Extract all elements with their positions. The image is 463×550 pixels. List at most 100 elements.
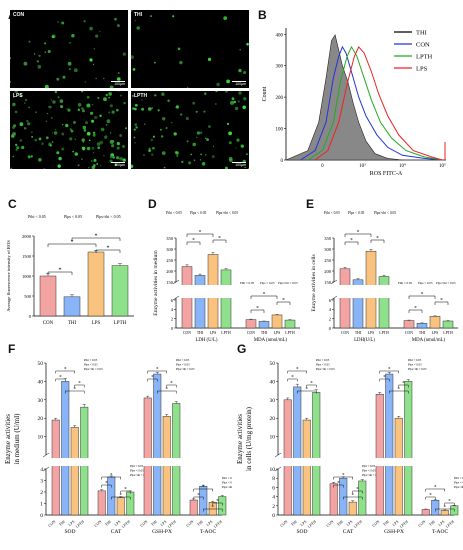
fluorescent-cell: [97, 146, 100, 149]
stat-annotation: Plps < 0.05: [316, 363, 330, 367]
fluorescent-cell: [163, 166, 166, 169]
category-label: THI: [196, 519, 204, 527]
fluorescent-cell: [27, 122, 31, 126]
fluorescent-cell: [88, 139, 91, 142]
fluorescent-cell: [73, 68, 78, 73]
category-label: LPS: [368, 331, 375, 335]
fluorescent-cell: [104, 135, 108, 139]
significance-star: *: [212, 506, 215, 511]
group-label: LDH (U/L): [196, 338, 218, 343]
y-tick-label: 10: [38, 435, 44, 441]
bar-con: [403, 320, 415, 329]
significance-star: *: [71, 240, 74, 246]
significance-bracket: [434, 301, 449, 305]
fluorescent-cell: [65, 123, 69, 128]
y-axis-label: Average fluorescence intensity of ROS: [6, 240, 11, 312]
fluorescent-cell: [132, 107, 135, 110]
significance-bracket: [95, 249, 121, 253]
bar-lps: [429, 316, 441, 329]
stat-annotation: Plps×thi < 0.05: [96, 214, 121, 219]
significance-bracket: [250, 295, 278, 299]
y-tick-label: 500: [24, 294, 32, 299]
significance-star: *: [124, 488, 127, 493]
y-tick-label: 150: [166, 280, 174, 285]
stat-annotation: Plps×thi < 0.05: [216, 211, 238, 215]
fluorescent-cell: [201, 162, 206, 166]
significance-star: *: [402, 382, 405, 387]
scale-bar-label: 100µm: [235, 163, 246, 167]
significance-bracket: [65, 390, 85, 394]
fluorescent-cell: [27, 155, 31, 159]
histogram-lps: [314, 45, 443, 161]
fluorescent-cell: [134, 103, 138, 107]
significance-star: *: [95, 234, 98, 240]
significance-star: *: [105, 482, 108, 487]
fluorescent-cell: [10, 80, 11, 83]
fluorescent-cell: [69, 42, 71, 44]
fluorescent-cell: [172, 15, 175, 18]
category-label: LPS: [206, 520, 214, 527]
category-label: LPS: [92, 321, 101, 326]
panel-letter-b: B: [258, 8, 267, 22]
significance-bracket: [250, 309, 265, 313]
panel-letter-c: C: [8, 197, 17, 211]
fluorescent-cell: [38, 54, 41, 57]
bar-lpth: [312, 392, 321, 516]
significance-bracket: [344, 233, 372, 237]
cell-enzyme-bar-chart: 150 200 250 300 350 0 2 4 6 CON THI LPS LPTH LDH(U/L)…: [311, 211, 458, 343]
bar-thi: [153, 373, 162, 516]
fluorescent-cell: [233, 100, 236, 104]
y-axis-label: Enzyme activities: [236, 414, 244, 464]
category-label: THI: [428, 519, 436, 527]
scale-bar: [232, 81, 246, 82]
fluorescent-cell: [120, 94, 122, 97]
stat-annotation: Pthi < 0.05: [324, 211, 340, 215]
significance-bracket: [47, 243, 97, 247]
fluorescent-cell: [136, 26, 140, 30]
fluorescent-cell: [244, 166, 246, 169]
fluorescent-cell: [175, 105, 180, 109]
category-label: THI: [68, 321, 77, 326]
fluorescent-cell: [122, 145, 125, 148]
fluorescent-cell: [99, 30, 101, 33]
significance-star: *: [218, 236, 221, 242]
fluorescent-cell: [50, 117, 53, 119]
stat-annotation: Pthi < 0.05: [408, 358, 422, 362]
bar-thi: [107, 476, 116, 516]
bar-con: [283, 399, 292, 516]
fluorescent-cell: [162, 117, 166, 121]
y-tick-label: 40: [270, 379, 276, 385]
micrograph-label: LPTH: [134, 93, 148, 99]
legend-label: LPTH: [416, 54, 433, 61]
fluorescent-cell: [134, 123, 138, 126]
stat-annotation: Plps < 0.05: [222, 481, 232, 485]
micrograph-lps: LPS 100µm: [10, 91, 128, 169]
fluorescent-cell: [93, 115, 98, 120]
y-tick-label: 10: [270, 467, 276, 473]
stat-annotation: Pthi < 0.05: [362, 464, 376, 468]
fluorescent-cell: [19, 94, 22, 97]
x-tick-label: 10³: [359, 163, 366, 169]
y-tick-label: 1000: [22, 274, 32, 279]
fluorescent-cell: [141, 107, 145, 111]
fluorescent-cell: [10, 167, 13, 169]
fluorescent-cell: [86, 146, 91, 151]
stat-annotation: Pthi < 0.05: [240, 281, 255, 285]
fluorescent-cell: [121, 164, 123, 167]
fluorescent-cell: [246, 153, 248, 156]
significance-star: *: [59, 376, 62, 381]
fluorescent-cell: [170, 121, 173, 124]
fluorescent-cell: [31, 136, 33, 138]
fluorescent-cell: [134, 142, 136, 144]
fluorescent-cell: [77, 103, 82, 107]
y-tick-label: 6: [272, 485, 275, 491]
significance-star: *: [448, 500, 451, 505]
significance-bracket: [193, 496, 204, 500]
category-label: CON: [280, 520, 289, 528]
significance-star: *: [256, 306, 259, 312]
fluorescent-cell: [105, 124, 108, 126]
y-tick-label: 250: [324, 258, 332, 263]
fluorescent-cell: [30, 155, 33, 158]
micrograph-thi: THI 100µm: [131, 10, 249, 88]
